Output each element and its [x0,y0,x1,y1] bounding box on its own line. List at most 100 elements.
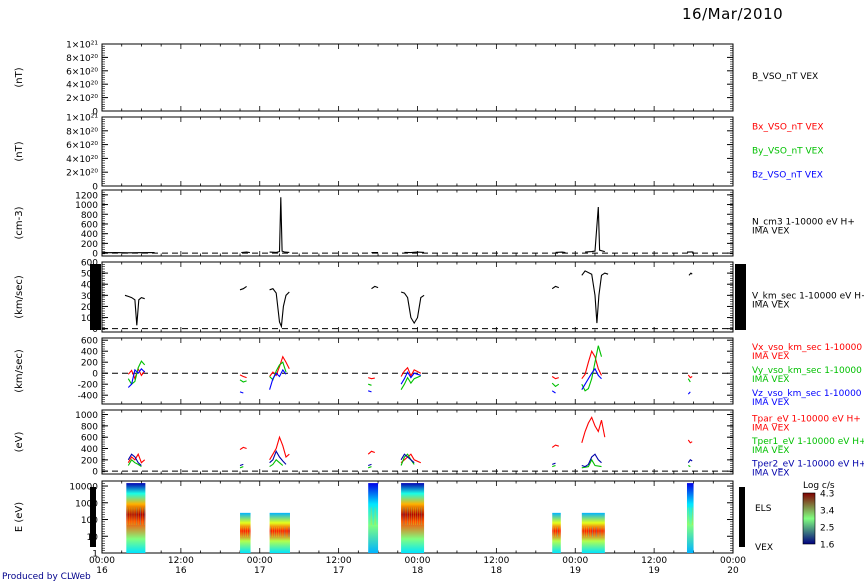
series-line [269,288,290,329]
y-tick-label: -200 [78,381,99,391]
panel-frame [101,409,734,475]
y-tick-label: 300 [81,292,98,302]
y-tick-label: 500 [81,270,98,280]
series-line [688,465,691,468]
spectrogram-block [686,483,694,553]
series-line [239,466,244,469]
colorbar [802,492,816,545]
spectrogram-block [269,512,290,553]
series-line [368,463,372,467]
colorbar-tick-label: 1.6 [820,541,835,551]
series-line [241,251,250,254]
x-tick-label: 12:00 [483,556,509,566]
series-line [239,285,247,291]
series-line [127,367,146,388]
y-tick-label: 800 [81,211,98,221]
series-line [368,390,372,393]
y-tick-label: 200 [81,359,98,369]
y-tick-label: 1000 [75,499,98,509]
x-tick-label: 00:00 [720,556,746,566]
x-tick-label: 00:00 [405,556,431,566]
series-line [581,270,609,324]
x-tick-label: 00:00 [247,556,273,566]
y-tick-label: 100 [81,516,98,526]
y-tick-label: 200 [81,303,98,313]
y-tick-label: 600 [81,337,98,347]
series-line [585,206,605,253]
series-line [269,450,287,465]
y-axis-label: E (eV) [14,502,25,532]
series-line [124,294,145,326]
y-tick-label: 4×10²⁰ [66,81,98,91]
series-line [687,459,693,464]
spectrogram-block [240,512,251,553]
colorbar-tick-label: 2.5 [820,524,834,534]
series-line [581,367,602,390]
y-tick-label: 600 [81,220,98,230]
y-tick-label: 1000 [75,201,98,211]
series-line [400,366,422,378]
colorbar-tick-label: 4.3 [820,490,834,500]
series-line [551,382,560,388]
x-tick-label: 00:00 [562,556,588,566]
y-axis-label: (nT) [14,67,25,87]
x-tick-label: 00:00 [89,556,115,566]
y-axis-label: (km/sec) [14,275,25,319]
spectrogram-block [552,512,561,553]
plot-date: 16/Mar/2010 [682,5,784,23]
series-line [368,377,375,380]
y-tick-label: 8×10²⁰ [66,127,98,137]
velocity-bar-left [90,264,101,330]
y-tick-label: 400 [81,230,98,240]
series-line [127,360,146,386]
legend-sublabel: IMA VEX [752,424,789,434]
legend-label: Tpar_eV 1-10000 eV H+ [751,415,861,425]
legend-sublabel: IMA VEX [752,375,789,385]
y-axis-label: (cm-3) [14,206,25,239]
y-tick-label: 400 [81,445,98,455]
series-line [551,444,559,448]
y-tick-label: 200 [81,240,98,250]
x-day-label: 16 [175,566,187,576]
velocity-bar-right [735,264,746,330]
y-tick-label: 1200 [75,191,98,201]
y-tick-label: 2×10²⁰ [66,169,98,179]
y-tick-label: 4×10²⁰ [66,155,98,165]
legend-sublabel: IMA VEX [752,352,789,362]
series-line [368,466,372,469]
legend-sublabel: IMA VEX [752,398,789,408]
panel-frame [101,116,734,187]
x-tick-label: 12:00 [168,556,194,566]
y-tick-label: -400 [78,392,99,402]
series-line [239,374,247,379]
series-line [581,453,602,468]
credit-label: Produced by CLWeb [2,572,91,582]
series-line [400,453,422,464]
legend-sublabel: IMA VEX [752,468,789,478]
series-line [367,450,375,455]
legend-label: Tper1_eV 1-10000 eV H+ [751,437,864,447]
y-tick-label: 1000 [75,411,98,421]
x-day-label: 20 [727,566,739,576]
legend-label: Tper2_eV 1-10000 eV H+ [751,459,864,469]
y-tick-label: 0 [92,108,98,118]
y-tick-label: 600 [81,259,98,269]
y-tick-label: 1 [92,550,98,560]
x-day-label: 17 [254,566,265,576]
spacecraft-label: VEX [755,543,773,553]
series-line [551,390,556,394]
series-line [552,462,556,465]
y-tick-label: 6×10²⁰ [66,141,98,151]
x-day-label: 16 [96,566,108,576]
colorbar-title: Log c/s [803,481,835,491]
series-line [551,376,559,380]
legend-sublabel: IMA VEX [752,300,789,310]
panel-frame [101,189,734,257]
y-tick-label: 0 [92,468,98,478]
series-line [581,349,602,380]
y-tick-label: 10000 [69,483,98,493]
legend-label: By_VSO_nT VEX [752,147,824,157]
series-line [581,416,606,443]
y-tick-label: 0 [92,370,98,380]
